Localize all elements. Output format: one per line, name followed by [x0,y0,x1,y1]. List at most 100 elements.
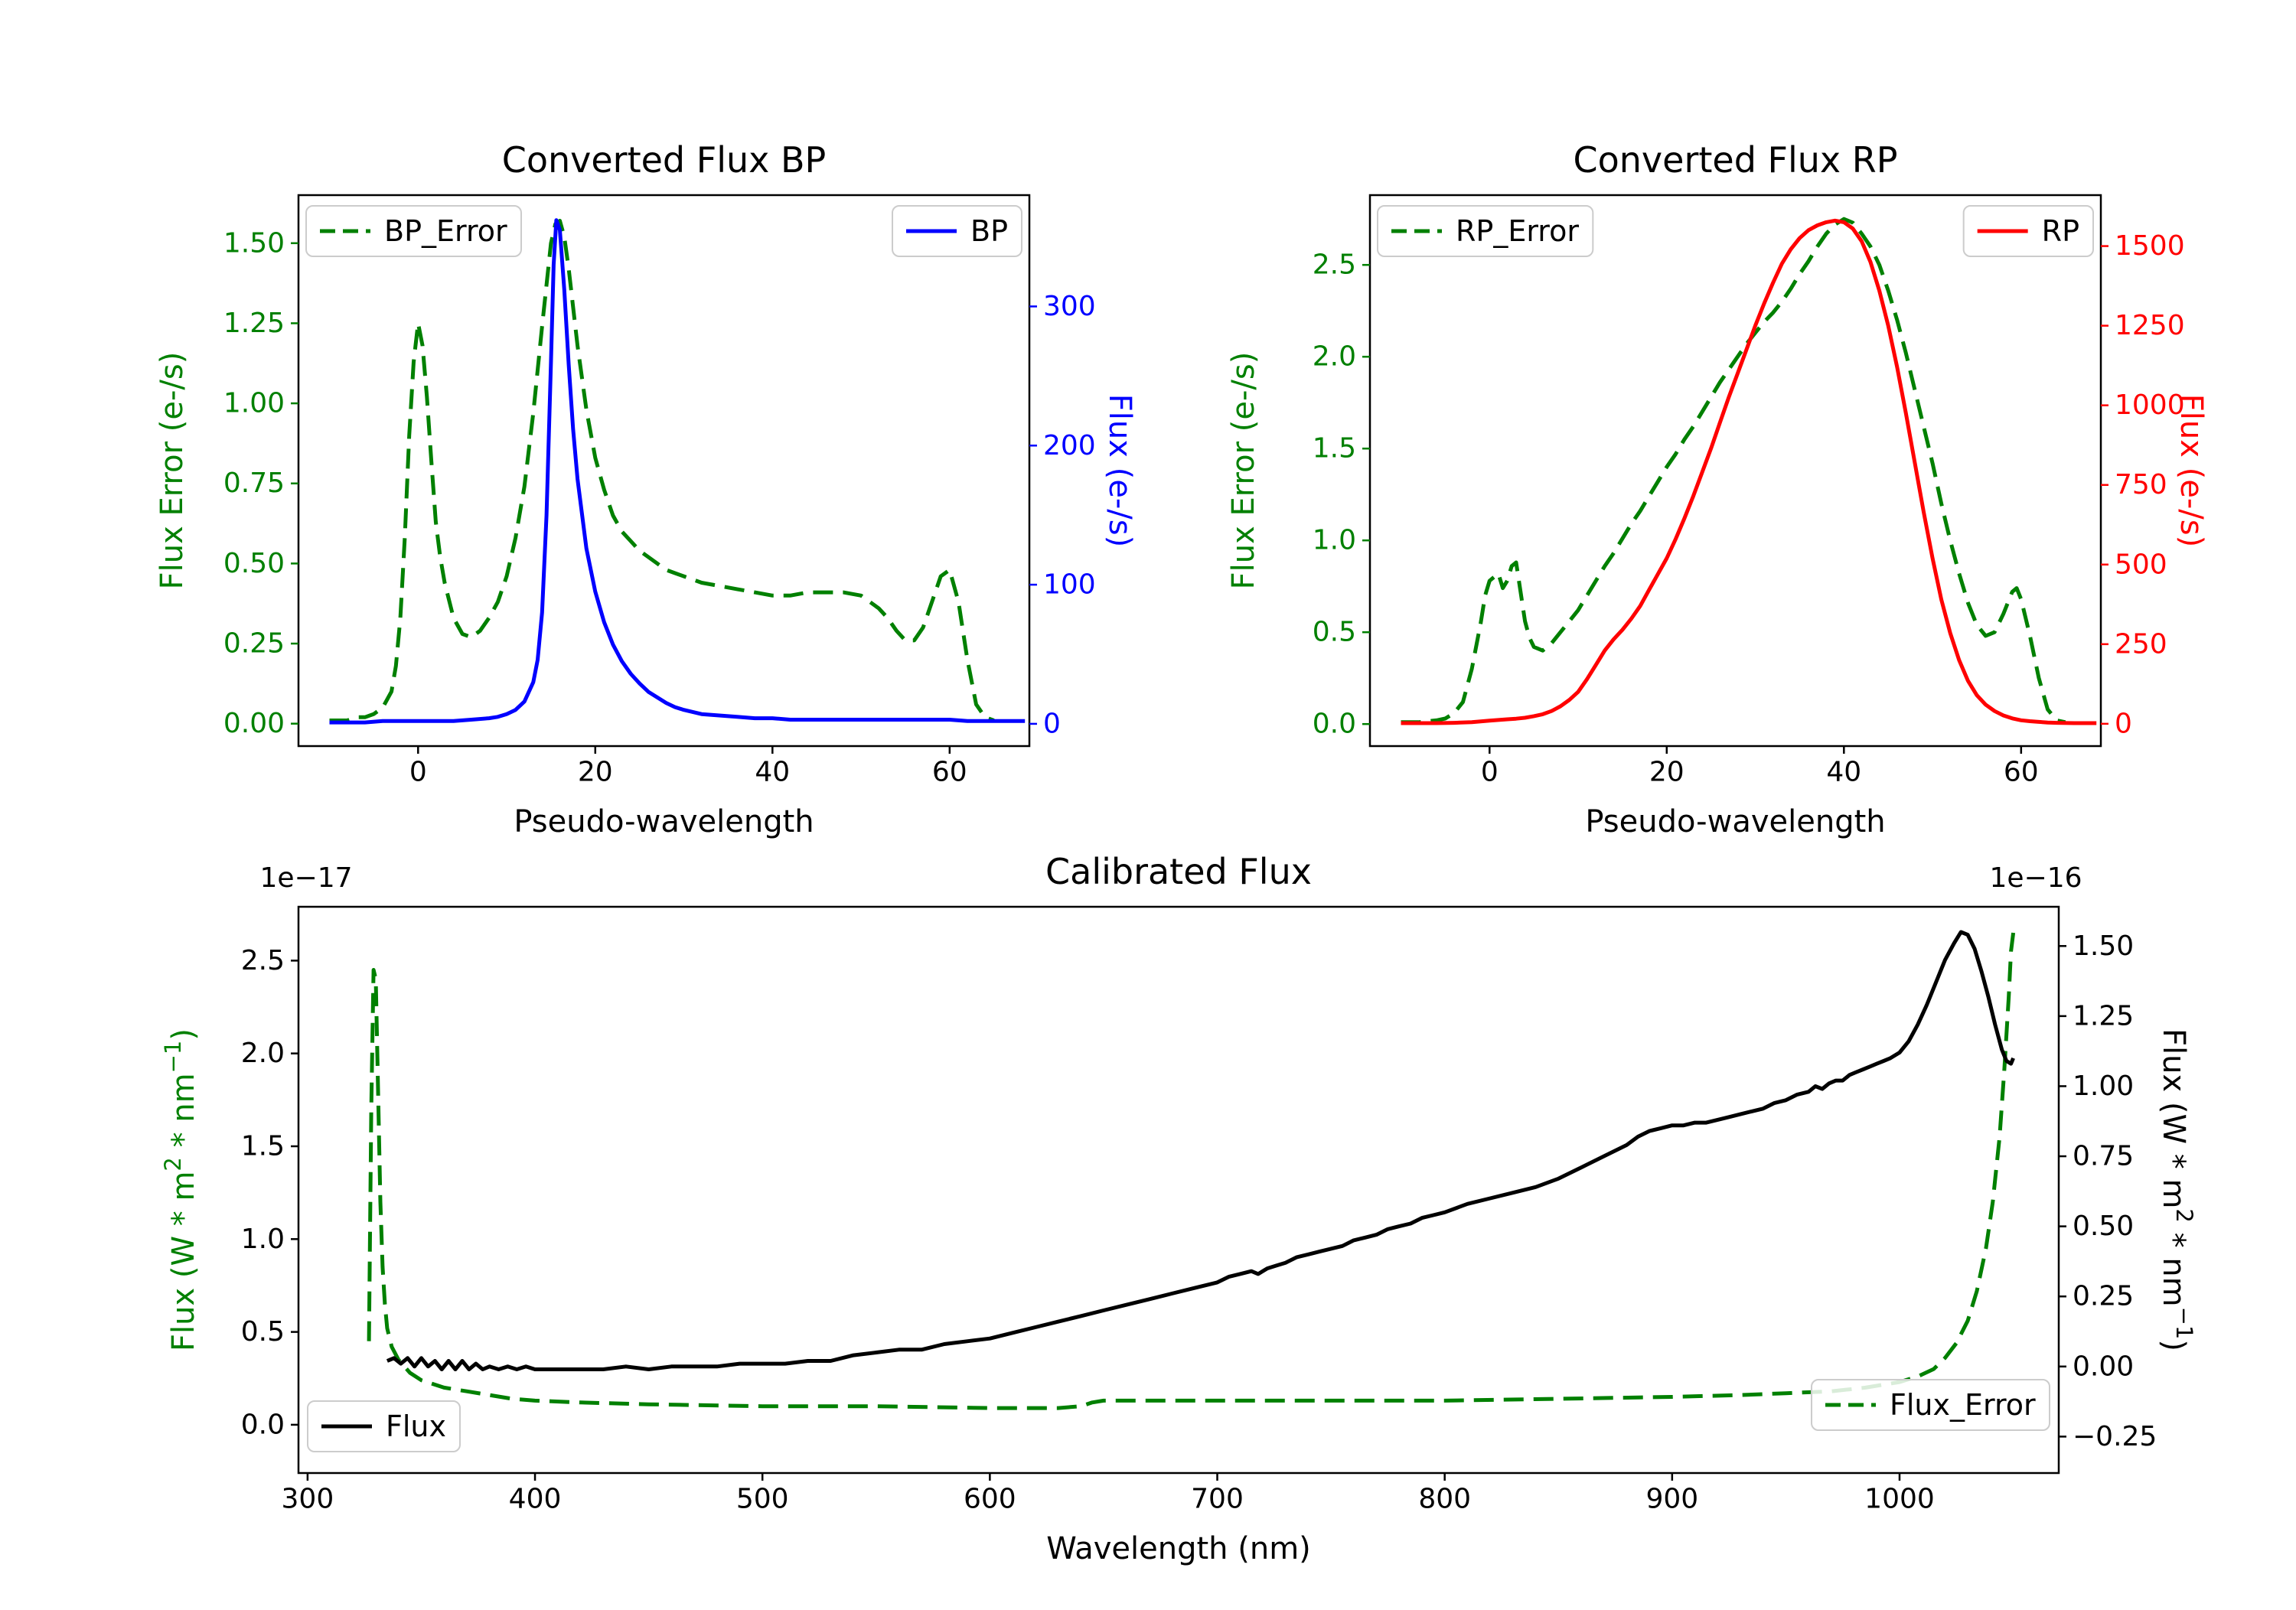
left-y-axis-label: Flux Error (e-/s) [155,352,190,590]
legend-bp: BP [892,205,1022,257]
left-y-tick-label: 1.5 [1313,433,1356,464]
right-y-tick-label: 0 [2115,708,2132,739]
right-y-tick-label: 1250 [2115,310,2185,341]
right-y-axis-label: Flux (W * m2 * nm−1) [2156,1028,2197,1351]
legend-frame [305,205,522,257]
right-y-tick-label: 200 [1043,430,1096,461]
legend-bp_error: BP_Error [305,205,522,257]
right-y-tick-label: −0.25 [2073,1421,2157,1452]
left-y-tick-label: 0.5 [1313,617,1356,648]
left-y-tick-label: 2.0 [241,1038,285,1069]
x-axis-label: Pseudo-wavelength [514,804,814,839]
series-line-flux_error [367,932,2016,1410]
x-tick-label: 40 [755,757,790,788]
left-y-axis-label: Flux (W * m2 * nm−1) [160,1028,201,1351]
x-tick-label: 600 [964,1484,1016,1515]
x-axis-label: Pseudo-wavelength [1585,804,1885,839]
legend-frame [1811,1379,2050,1431]
chart-title-bp: Converted Flux BP [502,139,827,181]
left-y-tick-label: 0.0 [1313,709,1356,740]
right-y-axis-label: Flux (e-/s) [2174,394,2209,547]
x-tick-label: 0 [409,757,427,788]
axes-frame-bp [297,194,1031,748]
right-y-tick-label: 1000 [2115,389,2185,421]
legend-label: RP_Error [1456,214,1579,248]
legend-rp: RP [1962,205,2094,257]
x-tick-label: 40 [1826,757,1861,788]
axes-frame-rp [1368,194,2102,748]
legend-frame [1377,205,1594,257]
x-tick-label: 20 [578,757,613,788]
left-y-tick-label: 2.0 [1313,341,1356,373]
x-tick-label: 900 [1645,1484,1698,1515]
right-y-tick-label: 250 [2115,628,2167,660]
left-y-tick-label: 2.5 [241,945,285,976]
series-line-bp [329,218,1026,725]
x-tick-label: 20 [1649,757,1684,788]
chart-title-cal: Calibrated Flux [1045,851,1312,892]
left-y-tick-label: 1.0 [241,1224,285,1255]
left-y-axis-label: Flux Error (e-/s) [1226,352,1261,590]
legend-flux_error: Flux_Error [1811,1379,2050,1431]
left-y-tick-label: 2.5 [1313,249,1356,281]
right-y-axis-label: Flux (e-/s) [1102,394,1137,547]
left-axis-offset-text: 1e−17 [259,862,352,894]
right-y-tick-label: 750 [2115,469,2167,500]
x-tick-label: 60 [932,757,967,788]
series-line-bp_error [329,219,995,722]
left-y-tick-label: 0.50 [223,548,285,579]
x-tick-label: 400 [509,1484,562,1515]
left-y-tick-label: 1.0 [1313,525,1356,556]
x-tick-label: 700 [1191,1484,1244,1515]
series-line-rp [1401,218,2097,725]
right-y-tick-label: 0 [1043,708,1061,739]
legend-frame [1962,205,2094,257]
legend-label: Flux [386,1410,446,1443]
x-tick-label: 300 [282,1484,334,1515]
right-y-tick-label: 300 [1043,291,1096,322]
left-y-tick-label: 0.0 [241,1409,285,1440]
right-y-tick-label: 0.50 [2073,1211,2134,1242]
right-y-tick-label: 0.00 [2073,1351,2134,1382]
x-tick-label: 500 [736,1484,789,1515]
series-line-rp_error [1401,217,2066,725]
left-y-tick-label: 0.25 [223,628,285,660]
chart-title-rp: Converted Flux RP [1574,139,1898,181]
right-y-tick-label: 0.25 [2073,1281,2134,1312]
left-y-tick-label: 0.75 [223,468,285,499]
left-y-tick-label: 0.5 [241,1316,285,1348]
legend-frame [307,1400,461,1452]
left-y-tick-label: 1.25 [223,308,285,339]
x-axis-label: Wavelength (nm) [1046,1531,1311,1566]
left-y-tick-label: 1.00 [223,388,285,419]
legend-frame [892,205,1022,257]
right-y-tick-label: 1500 [2115,230,2185,262]
legend-flux: Flux [307,1400,461,1452]
right-y-tick-label: 100 [1043,569,1096,601]
right-y-tick-label: 1.50 [2073,930,2134,962]
left-y-tick-label: 1.5 [241,1130,285,1162]
series-line-flux [386,930,2015,1371]
x-tick-label: 1000 [1864,1484,1935,1515]
right-y-tick-label: 0.75 [2073,1141,2134,1172]
legend-label: Flux_Error [1890,1388,2036,1422]
legend-label: BP [970,214,1008,248]
right-axis-offset-text: 1e−16 [1989,862,2082,894]
legend-rp_error: RP_Error [1377,205,1594,257]
x-tick-label: 60 [2004,757,2039,788]
left-y-tick-label: 1.50 [223,227,285,259]
right-y-tick-label: 1.25 [2073,1000,2134,1032]
chart-rp: 0 20 40 60 0.0 0.5 1.0 1.5 2.0 2.5 Flux Error (e-/… [1226,139,2209,839]
right-y-tick-label: 500 [2115,549,2167,580]
right-y-tick-label: 1.00 [2073,1071,2134,1102]
axes-frame-cal [297,905,2060,1475]
legend-label: RP [2042,214,2079,248]
chart-bp: 0 20 40 60 0.00 0.25 0.50 0.75 1.00 1.25 1.50 Flux … [155,139,1137,839]
chart-cal: 300 400 500 600 700 800 900 1000 0.0 0.5 1.0 1.5 2.0… [160,851,2197,1566]
left-y-tick-label: 0.00 [223,708,285,739]
legend-label: BP_Error [384,214,507,248]
x-tick-label: 800 [1418,1484,1471,1515]
